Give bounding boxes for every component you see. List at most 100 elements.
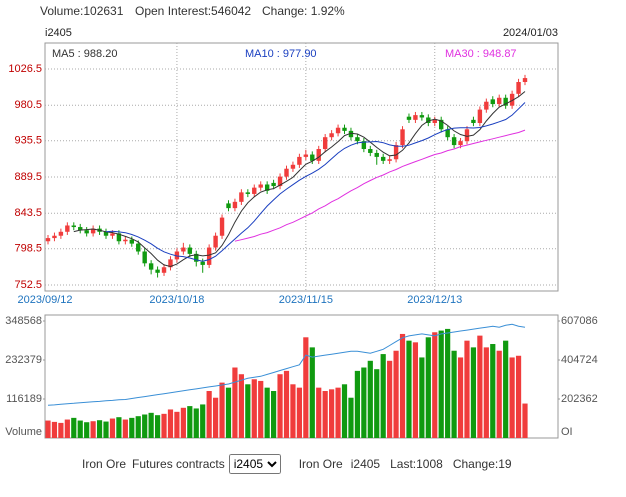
- candle-body: [400, 129, 405, 146]
- candle-body: [374, 152, 379, 157]
- candle-body: [148, 263, 154, 270]
- volume-bar: [206, 391, 212, 438]
- volume-bar: [142, 414, 148, 438]
- candle-body: [213, 235, 218, 248]
- volume-bar: [470, 347, 477, 438]
- volume-bar: [316, 387, 322, 438]
- contract-select[interactable]: i2405: [228, 454, 281, 474]
- volume-bar: [58, 422, 64, 438]
- volume-bar: [412, 342, 419, 438]
- candle-body: [90, 228, 96, 234]
- candle-body: [439, 119, 444, 130]
- y-tick-label: 889.5: [14, 171, 42, 183]
- volume-bar: [45, 420, 51, 438]
- y-tick-label: 752.5: [14, 279, 42, 291]
- candle-body: [200, 261, 205, 265]
- volume-bar: [329, 389, 335, 438]
- candle-body: [509, 93, 515, 106]
- candle-body: [226, 203, 231, 209]
- volume-bar: [374, 369, 380, 438]
- footer-product: Iron Ore: [82, 457, 127, 471]
- footer-last: Last:1008: [390, 457, 443, 471]
- volume-bar: [303, 337, 309, 438]
- volume-bar: [96, 420, 103, 438]
- y-tick-label: 843.5: [14, 207, 42, 219]
- candle-body: [258, 184, 263, 188]
- y-tick-label: 1026.5: [8, 63, 42, 75]
- candle-body: [65, 225, 70, 232]
- candle-body: [58, 231, 64, 236]
- legend-label: MA5 : 988.20: [52, 48, 117, 60]
- candle-body: [136, 243, 141, 252]
- candle-body: [426, 117, 431, 123]
- candle-body: [522, 78, 528, 83]
- candle-body: [290, 164, 296, 169]
- y2-tick-label: 607086: [561, 315, 598, 327]
- volume-bar: [135, 416, 141, 438]
- volume-bar: [354, 370, 361, 438]
- candle-body: [174, 251, 180, 260]
- volume-bar: [116, 417, 122, 438]
- volume-bar: [122, 419, 128, 438]
- candle-body: [181, 247, 186, 252]
- candle-body: [239, 192, 244, 202]
- candle-body: [464, 129, 470, 142]
- header-volume: Volume:102631: [40, 4, 124, 18]
- candle-body: [187, 247, 193, 254]
- candle-body: [387, 159, 392, 161]
- chart-date: 2024/01/03: [503, 27, 558, 39]
- candle-body: [232, 201, 238, 209]
- volume-bar: [457, 357, 464, 438]
- volume-bar: [251, 379, 257, 438]
- candle-body: [477, 109, 483, 123]
- volume-bar: [103, 421, 109, 438]
- volume-bar: [167, 409, 174, 438]
- candle-body: [516, 82, 521, 94]
- volume-bar: [90, 421, 96, 438]
- volume-bar: [71, 417, 77, 438]
- y2-tick-label: 202362: [561, 393, 598, 405]
- volume-bar: [432, 332, 438, 438]
- volume-bar: [238, 374, 244, 438]
- volume-bar: [245, 384, 251, 438]
- candle-body: [432, 119, 437, 123]
- volume-bar: [180, 407, 186, 438]
- volume-bar: [419, 357, 425, 438]
- candle-body: [451, 137, 457, 146]
- candle-body: [194, 253, 199, 262]
- candle-body: [355, 137, 360, 142]
- volume-bar: [522, 403, 528, 438]
- volume-bar: [445, 328, 451, 438]
- candle-body: [84, 230, 89, 234]
- header-open-interest: Open Interest:546042: [135, 4, 251, 18]
- volume-bar: [438, 330, 444, 438]
- y-tick-label: 935.5: [14, 135, 42, 147]
- series-label: Volume: [5, 426, 42, 438]
- candle-body: [264, 184, 270, 191]
- volume-bar: [348, 397, 354, 438]
- x-tick-label: 2023/11/15: [279, 294, 333, 306]
- series-label: OI: [561, 426, 573, 438]
- volume-bar: [64, 419, 70, 438]
- candle-body: [335, 127, 341, 134]
- y-tick-label: 116189: [6, 393, 42, 405]
- candle-body: [142, 251, 147, 264]
- legend-label: MA10 : 977.90: [245, 48, 317, 60]
- volume-bar: [174, 411, 180, 438]
- candle-body: [71, 225, 76, 228]
- candle-body: [78, 227, 83, 231]
- x-tick-label: 2023/09/12: [17, 294, 72, 306]
- volume-bar: [51, 421, 58, 438]
- candle-body: [123, 239, 128, 242]
- volume-bar: [219, 382, 225, 438]
- volume-bar: [290, 384, 296, 438]
- volume-bar: [283, 370, 290, 438]
- volume-bar: [393, 350, 399, 438]
- price-panel: [44, 42, 559, 292]
- header-change: Change: 1.92%: [262, 4, 345, 18]
- candle-body: [471, 119, 476, 123]
- candle-body: [110, 233, 115, 236]
- volume-bar: [225, 387, 232, 438]
- volume-bar: [277, 374, 283, 438]
- candle-body: [206, 247, 212, 265]
